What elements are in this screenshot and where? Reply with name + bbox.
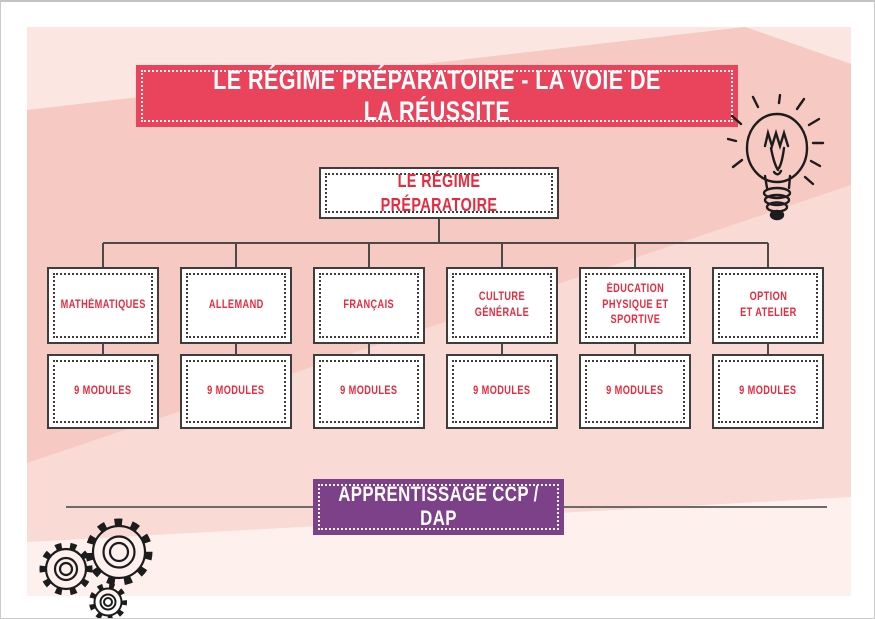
modules-box: 9 MODULES: [180, 354, 292, 429]
lightbulb-rays: [727, 94, 825, 186]
gear-large: [85, 518, 153, 586]
footer-banner: APPRENTISSAGE CCP / DAP: [313, 479, 564, 535]
subject-box: MATHÉMATIQUES: [47, 267, 159, 344]
subject-label: ÉDUCATION PHYSIQUE ET SPORTIVE: [601, 283, 669, 327]
modules-label: 9 MODULES: [473, 384, 531, 397]
footer-dotted-border: [318, 484, 559, 530]
modules-box: 9 MODULES: [446, 354, 558, 429]
modules-label: 9 MODULES: [74, 384, 132, 397]
subject-label: MATHÉMATIQUES: [60, 298, 146, 311]
title-dotted-border: [141, 70, 733, 122]
page-title: LE RÉGIME PRÉPARATOIRE - LA VOIE DE LA R…: [213, 65, 661, 126]
gear-medium: [39, 542, 93, 596]
modules-label: 9 MODULES: [739, 384, 797, 397]
modules-label: 9 MODULES: [340, 384, 398, 397]
modules-box: 9 MODULES: [47, 354, 159, 429]
subject-box: OPTION ET ATELIER: [712, 267, 824, 344]
modules-label: 9 MODULES: [207, 384, 265, 397]
subject-box: ALLEMAND: [180, 267, 292, 344]
subject-box: ÉDUCATION PHYSIQUE ET SPORTIVE: [579, 267, 691, 344]
gears-doodle-icon: [39, 518, 153, 618]
modules-label: 9 MODULES: [606, 384, 664, 397]
modules-box: 9 MODULES: [313, 354, 425, 429]
subject-label: CULTURE GÉNÉRALE: [474, 290, 530, 319]
root-dotted-border: [325, 173, 553, 213]
subject-label: ALLEMAND: [208, 298, 264, 311]
gear-small: [89, 583, 127, 618]
subject-box: CULTURE GÉNÉRALE: [446, 267, 558, 344]
title-banner: LE RÉGIME PRÉPARATOIRE - LA VOIE DE LA R…: [136, 65, 738, 127]
modules-box: 9 MODULES: [712, 354, 824, 429]
subject-label: FRANÇAIS: [343, 298, 395, 311]
lightbulb-doodle-icon: [727, 94, 825, 221]
modules-box: 9 MODULES: [579, 354, 691, 429]
root-node-label: LE RÉGIME PRÉPARATOIRE: [380, 170, 498, 215]
subject-box: FRANÇAIS: [313, 267, 425, 344]
subject-label: OPTION ET ATELIER: [739, 290, 797, 319]
root-node-box: LE RÉGIME PRÉPARATOIRE: [319, 167, 559, 219]
footer-label: APPRENTISSAGE CCP / DAP: [338, 483, 539, 530]
